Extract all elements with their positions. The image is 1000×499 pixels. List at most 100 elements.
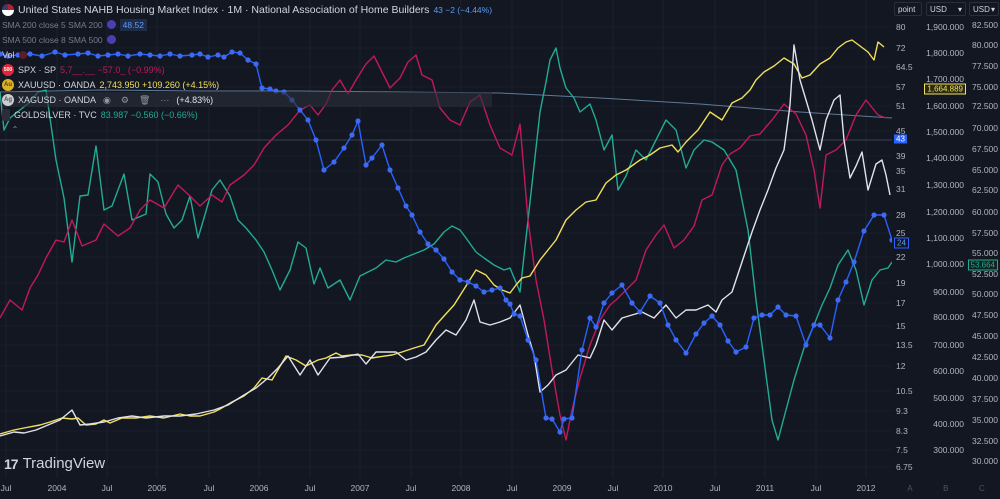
data-point-marker [177,53,183,59]
series-line-spx-sp[interactable] [0,54,887,441]
axis-tick-label: 25 [896,228,906,238]
axis-tick-label: 35.000 [972,415,998,425]
axis-tick-label: 47.500 [972,310,998,320]
data-point-marker [525,337,531,343]
currency-select-usd-1[interactable]: USD ▾ [926,2,966,16]
data-point-marker [39,53,45,59]
axis-tick-label: 64.5 [896,62,913,72]
data-point-marker [733,349,739,355]
collapse-legend-button[interactable]: ⌃ [11,124,19,134]
series-line-nahb-housing-market-index[interactable] [0,51,892,433]
price-axis-usd-1[interactable]: USD ▾ 1,900.000 1,800.000 1,700.000 1,600.0… [924,0,968,478]
currency-label: USD [930,4,947,14]
tradingview-watermark[interactable]: 17 TradingView [4,455,105,472]
scale-button-b[interactable]: B [943,484,949,493]
silver-logo-icon: Ag [2,93,14,106]
price-chart[interactable] [0,0,892,478]
data-point-marker [569,415,575,421]
legend-title-row[interactable]: United States NAHB Housing Market Index … [2,2,492,17]
data-point-marker [221,54,227,60]
scale-button-c[interactable]: C [978,484,985,493]
time-tick-label: 2005 [147,483,167,493]
legend-series-xagusd[interactable]: Ag XAGUSD · OANDA ◉ ⚙ 🗑 ··· (+4.83%) [2,92,493,107]
time-tick-label: 2004 [47,483,67,493]
currency-select-usd-2[interactable]: USD ▾ [969,2,999,16]
data-point-marker [811,322,817,328]
trash-icon[interactable]: 🗑 [138,94,151,105]
data-point-marker [189,52,195,58]
data-point-marker [115,51,121,57]
chevron-down-icon: ▾ [990,4,995,14]
chart-area[interactable] [0,0,892,478]
legend-series-xauusd[interactable]: Au XAUUSD · OANDA 2,743.950 +109.260 (+4… [2,77,492,92]
time-tick-label: Jul [709,483,721,493]
data-point-marker [425,241,431,247]
series-symbol: XAGUSD · OANDA [18,94,97,105]
time-tick-label: Jul [203,483,215,493]
data-point-marker [267,86,273,92]
axis-tick-label: 28 [896,210,906,220]
data-point-marker [147,52,153,58]
data-point-marker [817,322,823,328]
settings-icon[interactable]: ⚙ [120,94,129,105]
data-point-marker [313,137,319,143]
eye-icon[interactable]: ◉ [103,94,111,105]
time-tick-label: 2010 [653,483,673,493]
time-tick-label: Jul [101,483,113,493]
time-tick-label: 2009 [552,483,572,493]
axis-tick-label: 8.3 [896,426,908,436]
legend-series-goldsilver[interactable]: GOLDSILVER · TVC 83.987 −0.560 (−0.66%) [2,107,492,122]
axis-tick-label: 51 [896,101,906,111]
data-point-marker [137,51,143,57]
series-values: 5,7__.__ −57.0_ (−0.99%) [60,64,165,75]
axis-tick-label: 13.5 [896,340,913,350]
axis-tick-label: 42.500 [972,352,998,362]
legend-series-spx[interactable]: 500 SPX · SP 5,7__.__ −57.0_ (−0.99%) [2,62,492,77]
scale-button-a[interactable]: A [907,484,913,493]
last-price-tag: 1,664.889 [924,83,966,95]
series-line-xagusd-oanda[interactable] [0,44,891,437]
title-values: 43 −2 (−4.44%) [433,4,493,15]
axis-unit-label: point [898,4,916,14]
time-tick-label: 2008 [451,483,471,493]
indicator-dot-icon [106,35,116,44]
time-tick-label: Jul [607,483,619,493]
data-point-marker [657,300,663,306]
data-point-marker [331,159,337,165]
indicator-sma-200[interactable]: SMA 200 close 5 SMA 200 48.52 [2,17,492,32]
data-point-marker [0,51,3,57]
axis-tick-label: 70.000 [972,123,998,133]
data-point-marker [717,322,723,328]
indicator-label: Vol [2,49,15,60]
series-values: 2,743.950 +109.260 (+4.15%) [99,79,220,90]
indicator-value: 48.52 [119,18,147,31]
us-flag-icon [2,3,14,16]
axis-tick-label: 39 [896,151,906,161]
data-point-marker [349,132,355,138]
axis-tick-label: 17 [896,298,906,308]
data-point-marker [511,311,517,317]
series-line-xauusd-oanda[interactable] [0,39,885,435]
series-symbol: GOLDSILVER · TVC [14,109,97,120]
data-point-marker [417,229,423,235]
more-icon[interactable]: ··· [160,94,170,105]
data-point-marker [259,85,265,91]
axis-tick-label: 1,200.000 [926,207,964,217]
volume-error-icon [18,50,27,59]
tradingview-logo-icon: 17 [4,455,19,472]
axis-tick-label: 6.75 [896,462,913,472]
chart-title: United States NAHB Housing Market Index … [18,3,430,16]
data-point-marker [489,287,495,293]
data-point-marker [843,279,849,285]
axis-unit-point[interactable]: point [894,2,922,16]
price-axis-point[interactable]: point 80 72 64.5 57 51 45 39 35 31 28 25 22 19 17 15 13… [892,0,924,478]
indicator-sma-500[interactable]: SMA 500 close 8 SMA 500 [2,32,492,47]
price-axis-usd-2[interactable]: USD ▾ 82.500 80.000 77.500 75.000 72.500 70.0… [967,0,1000,478]
data-point-marker [767,312,773,318]
gold-logo-icon: Au [2,78,14,91]
time-axis[interactable]: Jul 2004 Jul 2005 Jul 2006 Jul 2007 Jul 2008 Jul 20… [0,478,892,499]
axis-tick-label: 1,500.000 [926,127,964,137]
data-point-marker [409,212,415,218]
indicator-volume[interactable]: Vol [2,47,492,62]
time-tick-label: 2007 [350,483,370,493]
